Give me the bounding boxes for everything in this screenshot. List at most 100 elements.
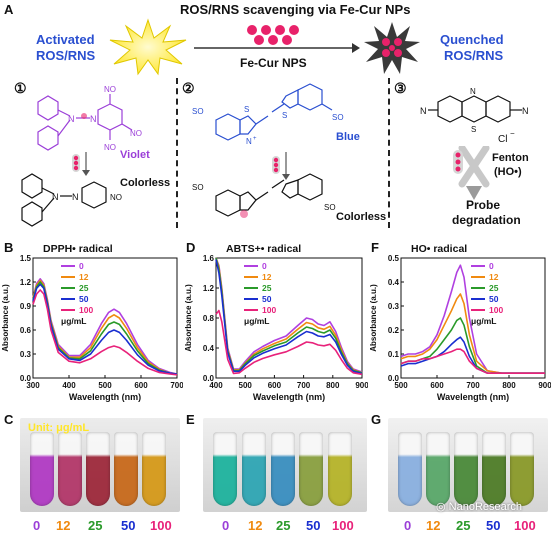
dpph-x-tick-label: 400 — [62, 381, 76, 390]
quenched-label-line2: ROS/RNS — [444, 48, 504, 63]
photo-g-label-50: 50 — [486, 518, 501, 533]
abts-y-tick-label: 0.8 — [203, 314, 215, 323]
abts-s2-label: S — [282, 111, 287, 120]
dpph-reduced-label: Colorless — [120, 177, 170, 189]
hydroxyl-chart-title: HO• radical — [411, 243, 467, 255]
section-1-number: ① — [14, 80, 27, 96]
photo-g-label-25: 25 — [456, 518, 471, 533]
vial-1 — [58, 432, 82, 506]
reduced-abts-so3h-left-label: SO — [192, 183, 204, 192]
abts-y-tick-label: 0.4 — [203, 344, 215, 353]
panel-g-letter: G — [371, 412, 382, 427]
dpph-chart-title: DPPH• radical — [43, 243, 113, 255]
abts-series-line-12 — [215, 257, 363, 374]
watermark: ◎ NanoResearch — [436, 500, 522, 513]
abts-nplus-label: N — [246, 137, 252, 146]
abts-x-axis-label: Wavelength (nm) — [253, 392, 325, 402]
hydroxyl-legend-unit: μg/mL — [471, 316, 497, 326]
reduced-dpph-n2-label: N — [72, 192, 79, 202]
vial-1 — [241, 432, 266, 506]
arrow-label: Fe-Cur NPS — [240, 56, 307, 70]
probe-counterion-charge: − — [510, 129, 515, 138]
abts-legend-label-12: 12 — [262, 272, 272, 282]
reaction-arrow-icon — [194, 25, 360, 53]
abts-so3h-left-label: SO — [192, 107, 204, 116]
vial-2 — [86, 432, 110, 506]
vial-4 — [510, 432, 534, 506]
dpph-x-tick-label: 300 — [26, 381, 40, 390]
fenton-cross-icon — [458, 146, 490, 200]
abts-x-tick-label: 500 — [239, 381, 253, 390]
activated-ros-star-icon — [109, 18, 187, 76]
photo-e-label-12: 12 — [248, 518, 263, 533]
photo-g-label-100: 100 — [514, 518, 536, 533]
hydroxyl-series-line-100 — [400, 348, 545, 374]
dpph-legend-label-0: 0 — [79, 261, 84, 271]
abts-x-tick-label: 900 — [355, 381, 368, 390]
nanoparticle-cluster-icon — [247, 25, 299, 45]
abts-series-line-25 — [215, 257, 363, 374]
dpph-series-line-50 — [32, 283, 178, 375]
probe-label-line2: degradation — [452, 213, 521, 227]
photo-g-label-0: 0 — [404, 518, 412, 533]
photo-e-vials — [203, 418, 367, 512]
abts-chart-title: ABTS+• radical — [226, 243, 301, 255]
section-divider-right — [388, 78, 390, 228]
panel-b-letter: B — [4, 240, 14, 255]
panel-d-letter: D — [186, 240, 196, 255]
reduced-dpph-no2-label: NO — [110, 193, 122, 202]
abts-s1-label: S — [244, 105, 249, 114]
hydroxyl-legend-label-100: 100 — [489, 305, 503, 315]
photo-c-unit-overlay: Unit: μg/mL — [28, 422, 90, 434]
abts-legend-unit: μg/mL — [244, 316, 270, 326]
abts-legend-label-50: 50 — [262, 294, 272, 304]
vial-2 — [454, 432, 478, 506]
photo-c-label-12: 12 — [56, 518, 71, 533]
dpph-legend-label-25: 25 — [79, 283, 89, 293]
photo-e-label-0: 0 — [222, 518, 230, 533]
vial-0 — [398, 432, 422, 506]
dpph-no2-right-label: NO — [130, 129, 142, 138]
vial-0 — [30, 432, 54, 506]
probe-n-left-label: N — [420, 106, 427, 116]
hydroxyl-y-tick-label: 0.1 — [388, 350, 400, 359]
vial-3 — [482, 432, 506, 506]
vial-3 — [114, 432, 138, 506]
photo-e-label-100: 100 — [332, 518, 354, 533]
probe-s-label: S — [471, 125, 476, 134]
fenton-label-line1: Fenton — [492, 152, 529, 164]
hydroxyl-legend-label-12: 12 — [489, 272, 499, 282]
abts-x-tick-label: 700 — [297, 381, 311, 390]
panel-a-letter: A — [4, 2, 14, 17]
probe-counterion-label: Cl — [498, 134, 507, 145]
abts-y-tick-label: 1.6 — [203, 254, 215, 263]
probe-n-right-label: N — [522, 106, 529, 116]
abts-x-tick-label: 600 — [268, 381, 282, 390]
dpph-no2-top-label: NO — [104, 85, 116, 94]
abts-x-tick-label: 400 — [209, 381, 223, 390]
reduced-dpph-n1-label: N — [52, 192, 59, 202]
activated-label-line2: ROS/RNS — [36, 48, 96, 63]
hydroxyl-y-tick-label: 0.2 — [388, 326, 400, 335]
abts-series-line-0 — [215, 257, 363, 373]
fenton-label-line2: (HO•) — [494, 166, 522, 178]
abts-x-tick-label: 800 — [326, 381, 340, 390]
abts-series-line-100 — [215, 309, 363, 376]
hydroxyl-legend-label-25: 25 — [489, 283, 499, 293]
hydroxyl-x-axis-label: Wavelength (nm) — [437, 392, 509, 402]
panel-e-letter: E — [186, 412, 195, 427]
quenched-label-line1: Quenched — [440, 32, 504, 47]
section-divider-left — [176, 78, 178, 228]
abts-y-tick-label: 1.2 — [203, 284, 215, 293]
abts-so3h-right-label: SO — [332, 113, 344, 122]
section-2-number: ② — [182, 80, 195, 96]
photo-c-label-25: 25 — [88, 518, 103, 533]
hydroxyl-x-tick-label: 500 — [394, 381, 408, 390]
hydroxyl-y-tick-label: 0.0 — [388, 374, 400, 383]
vial-3 — [299, 432, 324, 506]
hydroxyl-x-tick-label: 700 — [466, 381, 480, 390]
hydroxyl-y-axis-label: Absorbance (a.u.) — [369, 284, 378, 352]
